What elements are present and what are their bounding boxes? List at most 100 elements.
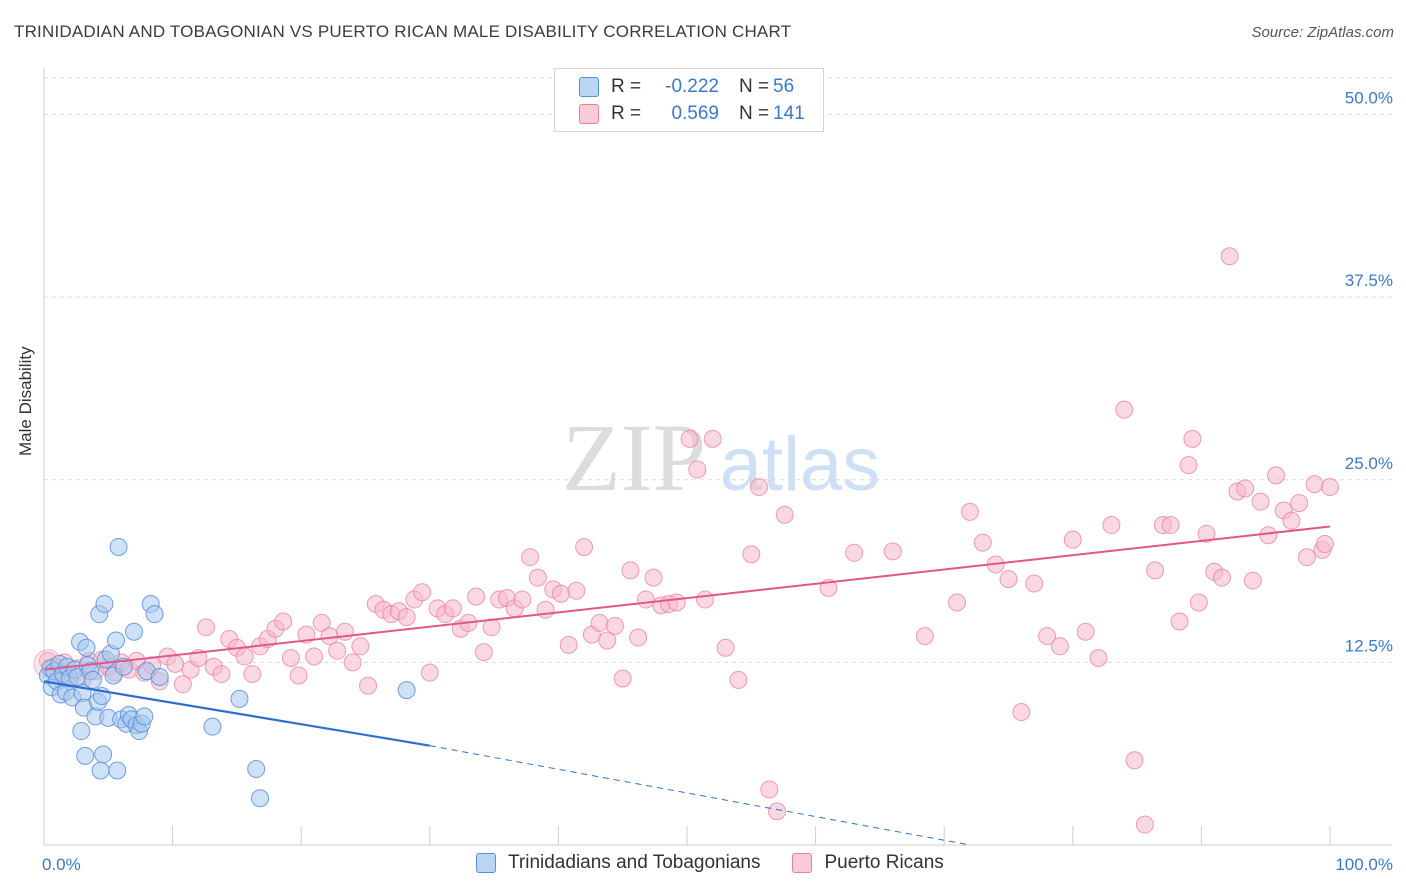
data-point-puerto-rican bbox=[305, 647, 324, 666]
data-point-puerto-rican bbox=[1076, 622, 1095, 641]
data-point-trinidadian bbox=[230, 689, 249, 708]
legend-row-trinidadian: R = -0.222 N = 56 bbox=[579, 74, 794, 100]
data-point-puerto-rican bbox=[312, 613, 331, 632]
data-point-trinidadian bbox=[251, 789, 270, 808]
series-legend: Trinidadians and Tobagonians Puerto Rica… bbox=[476, 852, 976, 874]
data-point-puerto-rican bbox=[1321, 478, 1339, 497]
chart-title: TRINIDADIAN AND TOBAGONIAN VS PUERTO RIC… bbox=[14, 22, 792, 41]
axes bbox=[43, 68, 1392, 846]
data-point-puerto-rican bbox=[413, 583, 432, 602]
data-point-trinidadian bbox=[247, 760, 266, 779]
data-point-puerto-rican bbox=[420, 663, 439, 682]
data-point-puerto-rican bbox=[474, 643, 493, 662]
data-point-puerto-rican bbox=[274, 612, 293, 631]
data-point-trinidadian bbox=[145, 605, 164, 624]
data-point-puerto-rican bbox=[443, 599, 462, 618]
data-point-puerto-rican bbox=[883, 542, 902, 561]
data-point-puerto-rican bbox=[750, 478, 769, 497]
data-point-puerto-rican bbox=[212, 665, 231, 684]
data-point-puerto-rican bbox=[1305, 475, 1324, 494]
data-point-puerto-rican bbox=[281, 648, 300, 667]
data-point-puerto-rican bbox=[1236, 479, 1255, 498]
data-point-trinidadian bbox=[114, 657, 133, 676]
data-point-trinidadian bbox=[135, 707, 154, 726]
trinidadian-points bbox=[38, 537, 416, 808]
y-axis-label: Male Disability bbox=[16, 346, 35, 456]
data-point-puerto-rican bbox=[1089, 648, 1108, 667]
data-point-puerto-rican bbox=[667, 593, 686, 612]
data-point-trinidadian bbox=[150, 667, 169, 686]
source-credit: Source: ZipAtlas.com bbox=[1251, 24, 1394, 41]
data-point-trinidadian bbox=[91, 761, 110, 780]
data-point-puerto-rican bbox=[1179, 456, 1198, 475]
grid-lines bbox=[44, 77, 1392, 663]
data-point-puerto-rican bbox=[1297, 548, 1316, 567]
puerto-rican-points bbox=[33, 247, 1339, 834]
data-point-trinidadian bbox=[72, 722, 91, 741]
legend-item-trinidadian[interactable]: Trinidadians and Tobagonians bbox=[476, 852, 760, 874]
data-point-puerto-rican bbox=[1038, 627, 1057, 646]
legend-swatch-pink bbox=[792, 853, 813, 873]
data-point-puerto-rican bbox=[1146, 561, 1165, 580]
legend-item-puerto-rican[interactable]: Puerto Ricans bbox=[792, 852, 944, 874]
data-point-puerto-rican bbox=[629, 628, 648, 647]
data-point-puerto-rican bbox=[197, 618, 216, 637]
data-point-trinidadian bbox=[76, 746, 95, 765]
data-point-puerto-rican bbox=[173, 675, 192, 694]
data-point-puerto-rican bbox=[696, 590, 715, 609]
legend-n-label: N = bbox=[739, 103, 770, 124]
data-point-puerto-rican bbox=[243, 665, 262, 684]
data-point-puerto-rican bbox=[1290, 494, 1309, 513]
data-point-puerto-rican bbox=[729, 670, 748, 689]
data-point-puerto-rican bbox=[1266, 466, 1285, 485]
data-point-puerto-rican bbox=[973, 533, 992, 552]
data-point-trinidadian bbox=[107, 631, 126, 650]
data-point-puerto-rican bbox=[536, 600, 555, 619]
data-point-trinidadian bbox=[77, 638, 96, 657]
data-point-puerto-rican bbox=[551, 584, 570, 603]
data-point-puerto-rican bbox=[1197, 524, 1216, 543]
data-point-puerto-rican bbox=[775, 505, 794, 524]
data-point-trinidadian bbox=[109, 537, 128, 556]
data-point-puerto-rican bbox=[915, 627, 934, 646]
data-point-puerto-rican bbox=[559, 635, 578, 654]
legend-n-value: 141 bbox=[773, 103, 805, 124]
legend-r-value: -0.222 bbox=[665, 76, 719, 97]
data-point-puerto-rican bbox=[1135, 815, 1154, 834]
legend-swatch-pink bbox=[579, 104, 599, 124]
data-point-puerto-rican bbox=[235, 647, 254, 666]
legend-label-puerto-rican: Puerto Ricans bbox=[824, 852, 944, 873]
legend-label-trinidadian: Trinidadians and Tobagonians bbox=[508, 852, 761, 873]
data-point-puerto-rican bbox=[1025, 574, 1044, 593]
data-point-puerto-rican bbox=[1315, 535, 1334, 554]
data-point-puerto-rican bbox=[1161, 516, 1180, 535]
data-point-puerto-rican bbox=[166, 654, 185, 673]
x-tick-label-max: 100.0% bbox=[1335, 855, 1393, 874]
data-point-puerto-rican bbox=[1212, 568, 1231, 587]
data-point-puerto-rican bbox=[1012, 703, 1031, 722]
data-point-puerto-rican bbox=[1170, 612, 1189, 631]
data-point-puerto-rican bbox=[680, 429, 699, 448]
legend-r-value: 0.569 bbox=[671, 103, 719, 124]
data-point-puerto-rican bbox=[467, 587, 486, 606]
data-point-puerto-rican bbox=[716, 638, 735, 657]
data-point-puerto-rican bbox=[289, 666, 308, 685]
data-point-trinidadian bbox=[125, 622, 144, 641]
data-point-trinidadian bbox=[83, 670, 102, 689]
data-point-puerto-rican bbox=[528, 568, 547, 587]
data-point-trinidadian bbox=[397, 681, 416, 700]
data-point-puerto-rican bbox=[621, 561, 640, 580]
watermark-atlas: atlas bbox=[720, 422, 881, 507]
data-point-puerto-rican bbox=[590, 613, 609, 632]
data-point-puerto-rican bbox=[1282, 511, 1301, 530]
data-point-trinidadian bbox=[95, 594, 114, 613]
data-point-puerto-rican bbox=[1050, 637, 1069, 656]
data-point-trinidadian bbox=[108, 761, 127, 780]
watermark-zip: ZIP bbox=[562, 404, 706, 511]
legend-r-label: R = bbox=[611, 103, 642, 124]
trend-line-trinidadian bbox=[43, 680, 430, 747]
data-point-puerto-rican bbox=[328, 641, 347, 660]
data-point-puerto-rican bbox=[1115, 400, 1134, 419]
data-point-puerto-rican bbox=[1102, 516, 1121, 535]
